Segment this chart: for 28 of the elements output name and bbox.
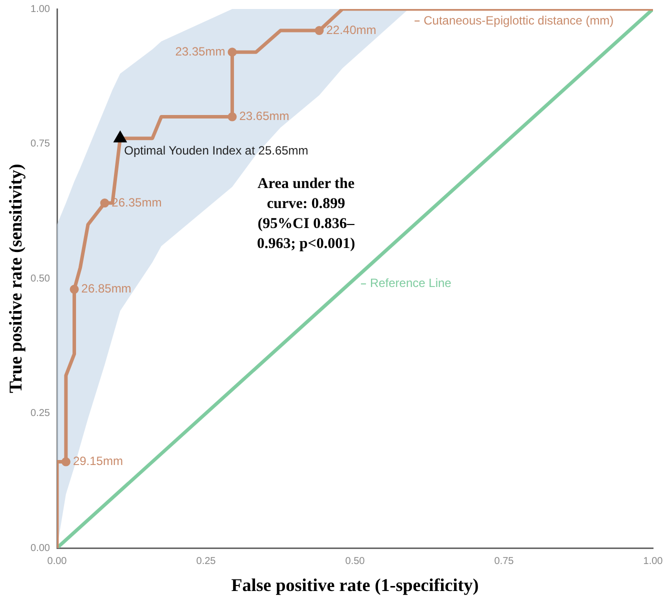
x-tick-label: 0.50 [345, 556, 366, 567]
point [228, 48, 237, 57]
y-tick-label: 0.75 [30, 138, 50, 150]
x-tick-label: 0.25 [196, 556, 216, 567]
annotation: 22.40mm [326, 22, 376, 37]
annotation: Area under the curve: 0.899 (95%CI 0.836–0.963; p<0.001) [256, 176, 356, 252]
legend-label: Cutaneous-Epiglottic distance (mm) [424, 13, 614, 28]
y-tick-label: 0.50 [30, 273, 50, 284]
annotation: 23.65mm [239, 109, 290, 124]
annotation: 26.35mm [112, 195, 162, 210]
y-tick-label: 0.25 [30, 408, 50, 419]
annotation: Optimal Youden Index at 25.65mm [124, 144, 308, 158]
x-tick-label: 1.00 [643, 556, 664, 567]
annotation: 23.35mm [175, 44, 226, 58]
y-tick-label: 0.00 [30, 542, 50, 554]
x-axis-title: False positive rate (1-specificity) [231, 574, 479, 595]
point [314, 26, 324, 36]
point [70, 284, 79, 294]
legend-label: Reference Line [370, 276, 452, 290]
annotation: 29.15mm [72, 454, 123, 468]
y-axis-title: True positive rate (sensitivity) [5, 164, 26, 394]
point [61, 457, 70, 466]
x-tick-label: 0.00 [47, 556, 68, 567]
point [228, 112, 237, 122]
x-tick-label: 0.75 [494, 556, 514, 567]
point [100, 198, 110, 208]
annotation: 26.85mm [81, 282, 132, 296]
y-tick-label: 1.00 [30, 4, 50, 15]
